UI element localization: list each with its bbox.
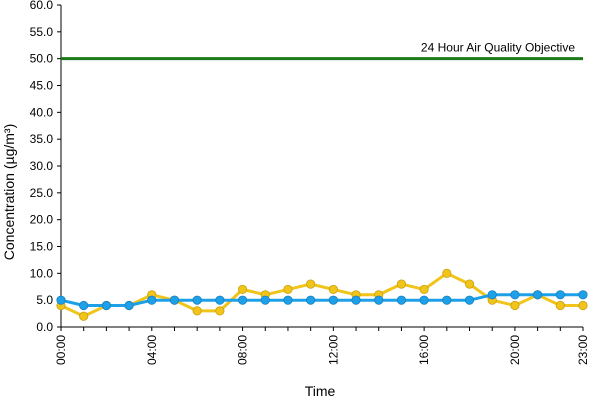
x-tick-label: 16:00: [417, 335, 431, 365]
series-2: [56, 290, 588, 311]
data-point: [374, 295, 384, 305]
y-tick-label: 20.0: [30, 213, 54, 227]
data-point: [215, 295, 225, 305]
data-point: [283, 295, 293, 305]
y-tick-label: 55.0: [30, 25, 54, 39]
series-layer: [56, 268, 588, 321]
data-point: [328, 284, 338, 295]
data-point: [237, 284, 248, 295]
data-point: [283, 284, 293, 295]
y-tick-label: 35.0: [30, 132, 54, 146]
reference-line-group: 24 Hour Air Quality Objective: [61, 41, 583, 61]
data-point: [578, 300, 588, 311]
data-point: [192, 295, 202, 305]
data-point: [533, 290, 543, 300]
data-point: [79, 300, 89, 311]
data-point: [237, 295, 248, 305]
data-point: [56, 295, 66, 305]
y-tick-label: 50.0: [30, 52, 54, 66]
x-tick-label: 04:00: [145, 335, 159, 365]
data-point: [124, 300, 134, 311]
y-tick-label: 15.0: [30, 240, 54, 254]
data-point: [215, 306, 225, 316]
data-point: [419, 284, 429, 295]
x-tick-label: 23:00: [576, 335, 590, 365]
reference-line-label: 24 Hour Air Quality Objective: [421, 41, 575, 55]
y-tick-label: 45.0: [30, 79, 54, 93]
data-point: [147, 295, 157, 305]
x-tick-label: 00:00: [54, 335, 68, 365]
data-point: [555, 300, 565, 311]
data-point: [328, 295, 338, 305]
data-point: [351, 295, 361, 305]
data-point: [396, 295, 407, 305]
data-point: [169, 295, 180, 305]
x-tick-label: 08:00: [236, 335, 250, 365]
data-point: [260, 295, 270, 305]
data-point: [306, 279, 316, 289]
data-point: [192, 306, 202, 316]
y-tick-label: 0.0: [36, 320, 53, 334]
data-point: [464, 279, 475, 289]
y-axis-label: Concentration (µg/m³): [1, 124, 17, 260]
y-tick-label: 5.0: [36, 293, 53, 307]
y-tick-label: 25.0: [30, 186, 54, 200]
y-tick-label: 40.0: [30, 105, 54, 119]
data-point: [442, 268, 452, 278]
y-tick-label: 30.0: [30, 159, 54, 173]
data-point: [79, 311, 89, 321]
data-point: [487, 290, 497, 300]
data-point: [510, 290, 520, 300]
data-point: [419, 295, 429, 305]
y-axis: 0.0 5.0 10.0 15.0 20.0 25.0 30.0 35.0 40.0 45.0 50…: [30, 0, 62, 334]
data-point: [396, 279, 407, 289]
data-point: [555, 290, 565, 300]
y-tick-label: 10.0: [30, 266, 54, 280]
data-point: [101, 300, 111, 311]
x-axis-label: Time: [305, 383, 336, 399]
data-point: [442, 295, 452, 305]
data-point: [464, 295, 475, 305]
data-point: [306, 295, 316, 305]
x-tick-label: 20:00: [508, 335, 522, 365]
x-axis: 00:00 04:00 08:00 12:00 16:00 20:00 23:00: [54, 326, 590, 365]
x-tick-label: 12:00: [326, 335, 340, 365]
y-tick-label: 60.0: [30, 0, 54, 12]
data-point: [578, 290, 588, 300]
data-point: [510, 300, 520, 311]
